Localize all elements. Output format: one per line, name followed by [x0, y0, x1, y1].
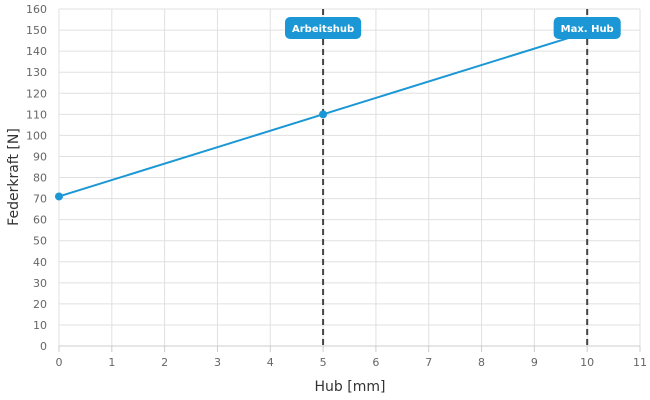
reference-label: Arbeitshub [285, 17, 362, 39]
y-axis-ticks: 0 10 20 30 40 50 60 70 80 90 100 110 120 130 140 150 160 [26, 3, 47, 353]
y-axis-title: Federkraft [N] [6, 128, 22, 226]
reference-labels: Arbeitshub Max. Hub [285, 17, 621, 39]
y-tick-label: 30 [33, 277, 47, 290]
y-tick-label: 0 [40, 340, 47, 353]
reference-lines [322, 9, 589, 346]
y-tick-label: 100 [26, 129, 47, 142]
y-tick-label: 40 [33, 256, 47, 269]
y-tick-label: 20 [33, 298, 47, 311]
data-point [319, 110, 328, 119]
x-tick-label: 3 [214, 356, 221, 369]
x-tick-label: 6 [372, 356, 379, 369]
reference-label-badge [553, 17, 621, 39]
y-tick-label: 10 [33, 319, 47, 332]
data-point [55, 192, 63, 201]
x-axis-title: Hub [mm] [315, 379, 386, 395]
y-tick-label: 120 [26, 87, 47, 100]
y-tick-label: 150 [26, 24, 47, 37]
x-tick-label: 2 [161, 356, 168, 369]
x-tick-label: 7 [425, 356, 432, 369]
x-axis-ticks: 0 1 2 3 4 5 6 7 8 9 10 11 [56, 356, 648, 369]
x-tick-label: 0 [56, 356, 63, 369]
y-tick-label: 80 [33, 172, 47, 185]
x-tick-label: 4 [267, 356, 274, 369]
reference-label-badge [285, 17, 362, 39]
y-tick-label: 70 [33, 193, 47, 206]
x-tick-label: 1 [108, 356, 115, 369]
series-layer [55, 31, 588, 201]
x-tick-label: 8 [478, 356, 485, 369]
x-tick-label: 9 [531, 356, 538, 369]
y-tick-label: 140 [26, 45, 47, 58]
grid [58, 8, 641, 347]
y-tick-label: 60 [33, 214, 47, 227]
x-tick-label: 11 [633, 356, 647, 369]
y-tick-label: 90 [33, 150, 47, 163]
x-tick-label: 5 [320, 356, 327, 369]
reference-label-text: Max. Hub [561, 24, 614, 35]
y-tick-label: 110 [26, 108, 47, 121]
axes [58, 345, 641, 352]
y-tick-label: 50 [33, 235, 47, 248]
reference-label-text: Arbeitshub [292, 24, 354, 35]
y-tick-label: 130 [26, 66, 47, 79]
x-tick-label: 10 [580, 356, 594, 369]
y-tick-label: 160 [26, 3, 47, 16]
reference-label: Max. Hub [553, 17, 621, 39]
